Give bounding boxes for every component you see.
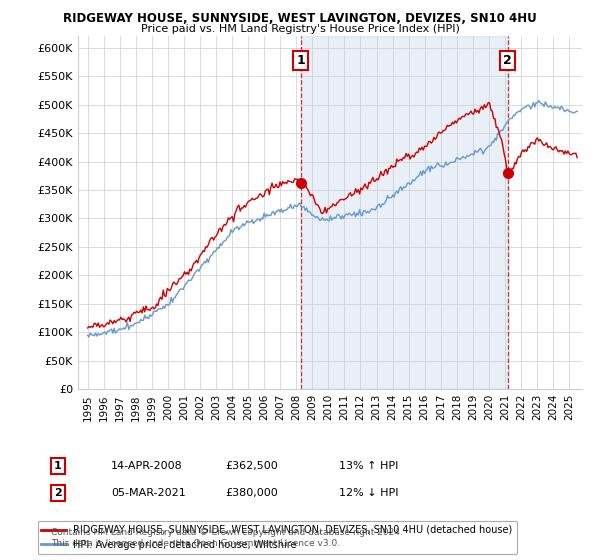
Bar: [301, 36, 508, 389]
Text: 12% ↓ HPI: 12% ↓ HPI: [339, 488, 398, 498]
Text: 1: 1: [296, 54, 305, 67]
Text: Contains HM Land Registry data © Crown copyright and database right 2024.
This d: Contains HM Land Registry data © Crown c…: [51, 528, 403, 548]
Text: 1: 1: [54, 461, 62, 471]
Text: RIDGEWAY HOUSE, SUNNYSIDE, WEST LAVINGTON, DEVIZES, SN10 4HU: RIDGEWAY HOUSE, SUNNYSIDE, WEST LAVINGTO…: [63, 12, 537, 25]
Text: Price paid vs. HM Land Registry's House Price Index (HPI): Price paid vs. HM Land Registry's House …: [140, 24, 460, 34]
Text: 13% ↑ HPI: 13% ↑ HPI: [339, 461, 398, 471]
Legend: RIDGEWAY HOUSE, SUNNYSIDE, WEST LAVINGTON, DEVIZES, SN10 4HU (detached house), H: RIDGEWAY HOUSE, SUNNYSIDE, WEST LAVINGTO…: [38, 521, 517, 554]
Text: 14-APR-2008: 14-APR-2008: [111, 461, 183, 471]
Text: 2: 2: [503, 54, 512, 67]
Text: £380,000: £380,000: [225, 488, 278, 498]
Text: 2: 2: [54, 488, 62, 498]
Text: 05-MAR-2021: 05-MAR-2021: [111, 488, 186, 498]
Text: £362,500: £362,500: [225, 461, 278, 471]
